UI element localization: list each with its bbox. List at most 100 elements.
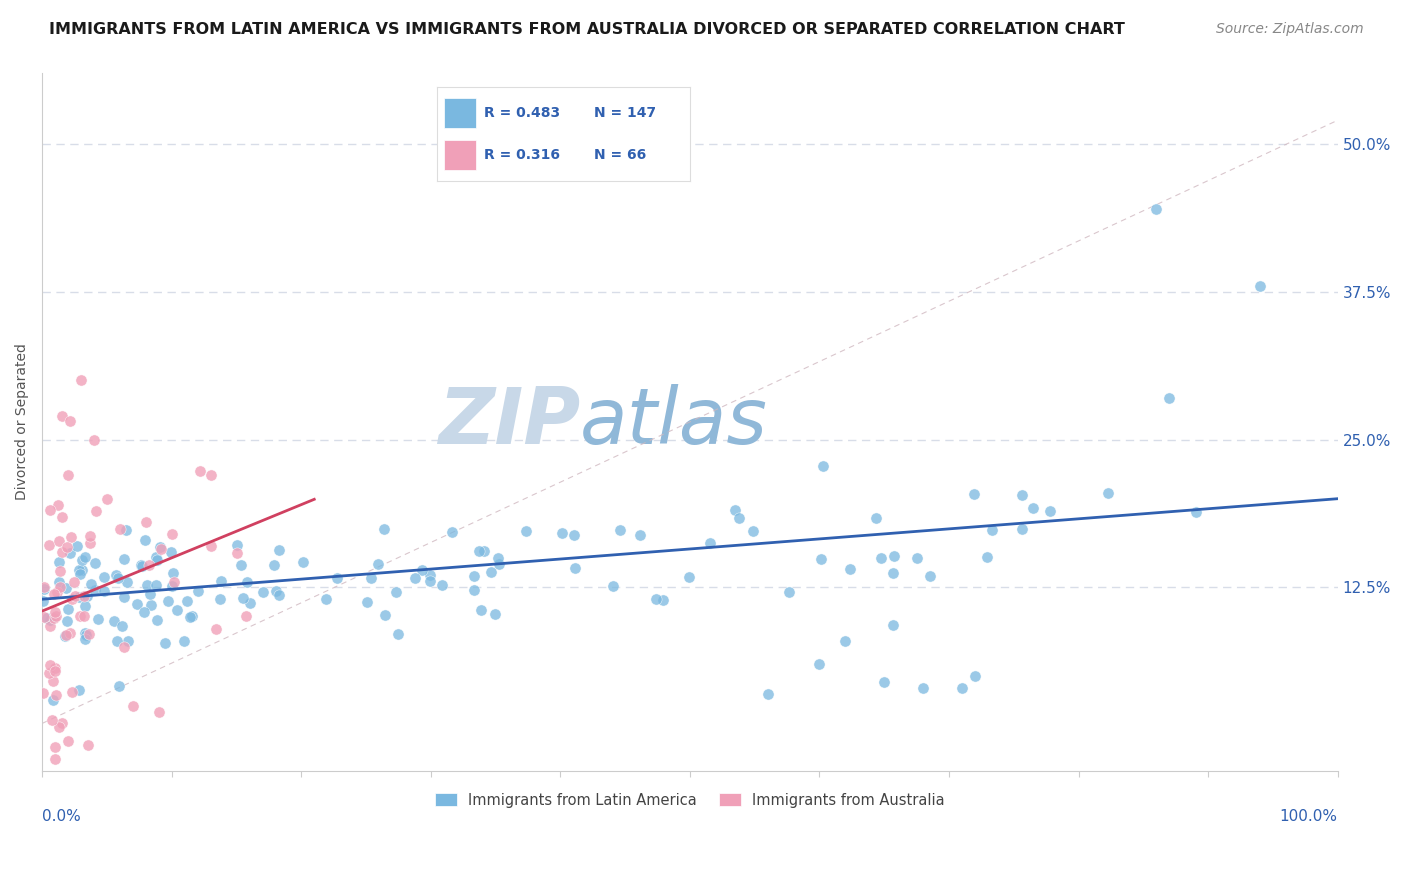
Point <box>467 544 489 558</box>
Point <box>32 580 55 594</box>
Point <box>155 636 177 650</box>
Point <box>53 630 76 644</box>
Point <box>419 574 441 589</box>
Point <box>67 563 90 577</box>
Point <box>108 679 131 693</box>
Point <box>441 524 464 539</box>
Point <box>44 752 66 766</box>
Point <box>55 628 77 642</box>
Point <box>980 523 1002 537</box>
Point <box>411 563 433 577</box>
Point <box>51 716 73 731</box>
Point <box>226 538 249 552</box>
Point <box>75 632 97 646</box>
Point <box>112 590 135 604</box>
Point <box>44 661 66 675</box>
Point <box>209 591 232 606</box>
Point <box>134 605 156 619</box>
Point <box>139 587 162 601</box>
Point <box>181 608 204 623</box>
Point <box>1011 522 1033 536</box>
Point <box>229 558 252 572</box>
Point <box>326 571 349 585</box>
Point <box>865 511 887 525</box>
Point <box>1039 504 1062 518</box>
Point <box>609 524 631 538</box>
Point <box>42 587 65 601</box>
Point <box>56 614 79 628</box>
Point <box>75 625 97 640</box>
Point <box>45 609 67 624</box>
Point <box>51 545 73 559</box>
Text: 0.0%: 0.0% <box>42 809 82 824</box>
Point <box>360 571 382 585</box>
Point <box>976 550 998 565</box>
Point <box>463 583 485 598</box>
Point <box>67 590 90 604</box>
Point <box>728 511 751 525</box>
Point <box>156 594 179 608</box>
Point <box>652 592 675 607</box>
Point <box>70 563 93 577</box>
Point <box>225 546 247 560</box>
Point <box>950 681 973 695</box>
Point <box>963 669 986 683</box>
Point <box>385 584 408 599</box>
Point <box>115 523 138 537</box>
Point <box>811 459 834 474</box>
Point <box>269 588 291 602</box>
Point <box>39 657 62 672</box>
Point <box>1011 488 1033 502</box>
Point <box>46 584 69 599</box>
Point <box>430 577 453 591</box>
Text: Source: ZipAtlas.com: Source: ZipAtlas.com <box>1216 22 1364 37</box>
Point <box>72 609 94 624</box>
Point <box>562 528 585 542</box>
Text: atlas: atlas <box>579 384 768 460</box>
Point <box>41 673 63 688</box>
Point <box>870 551 893 566</box>
Point <box>374 608 396 623</box>
Point <box>70 374 93 388</box>
Point <box>38 619 60 633</box>
Point <box>104 568 127 582</box>
Point <box>1144 202 1167 216</box>
Point <box>42 692 65 706</box>
Point <box>103 614 125 628</box>
Point <box>463 569 485 583</box>
Point <box>356 594 378 608</box>
Point <box>32 610 55 624</box>
Point <box>35 611 58 625</box>
Point <box>269 543 291 558</box>
Point <box>1097 485 1119 500</box>
Point <box>55 581 77 595</box>
Point <box>79 577 101 591</box>
Point <box>32 582 55 597</box>
Point <box>135 516 157 530</box>
Point <box>205 622 228 636</box>
Point <box>62 574 84 589</box>
Point <box>131 559 153 574</box>
Point <box>138 558 160 573</box>
Point <box>48 720 70 734</box>
Point <box>883 549 905 563</box>
Point <box>699 536 721 550</box>
Point <box>187 583 209 598</box>
Point <box>48 555 70 569</box>
Point <box>136 578 159 592</box>
Point <box>200 468 222 483</box>
Point <box>51 509 73 524</box>
Point <box>73 589 96 603</box>
Point <box>41 713 63 727</box>
Point <box>373 522 395 536</box>
Point <box>56 468 79 483</box>
Point <box>145 578 167 592</box>
Point <box>367 558 389 572</box>
Point <box>963 487 986 501</box>
Point <box>146 613 169 627</box>
Point <box>239 596 262 610</box>
Point <box>235 575 257 590</box>
Point <box>149 540 172 554</box>
Point <box>75 628 97 642</box>
Point <box>46 499 69 513</box>
